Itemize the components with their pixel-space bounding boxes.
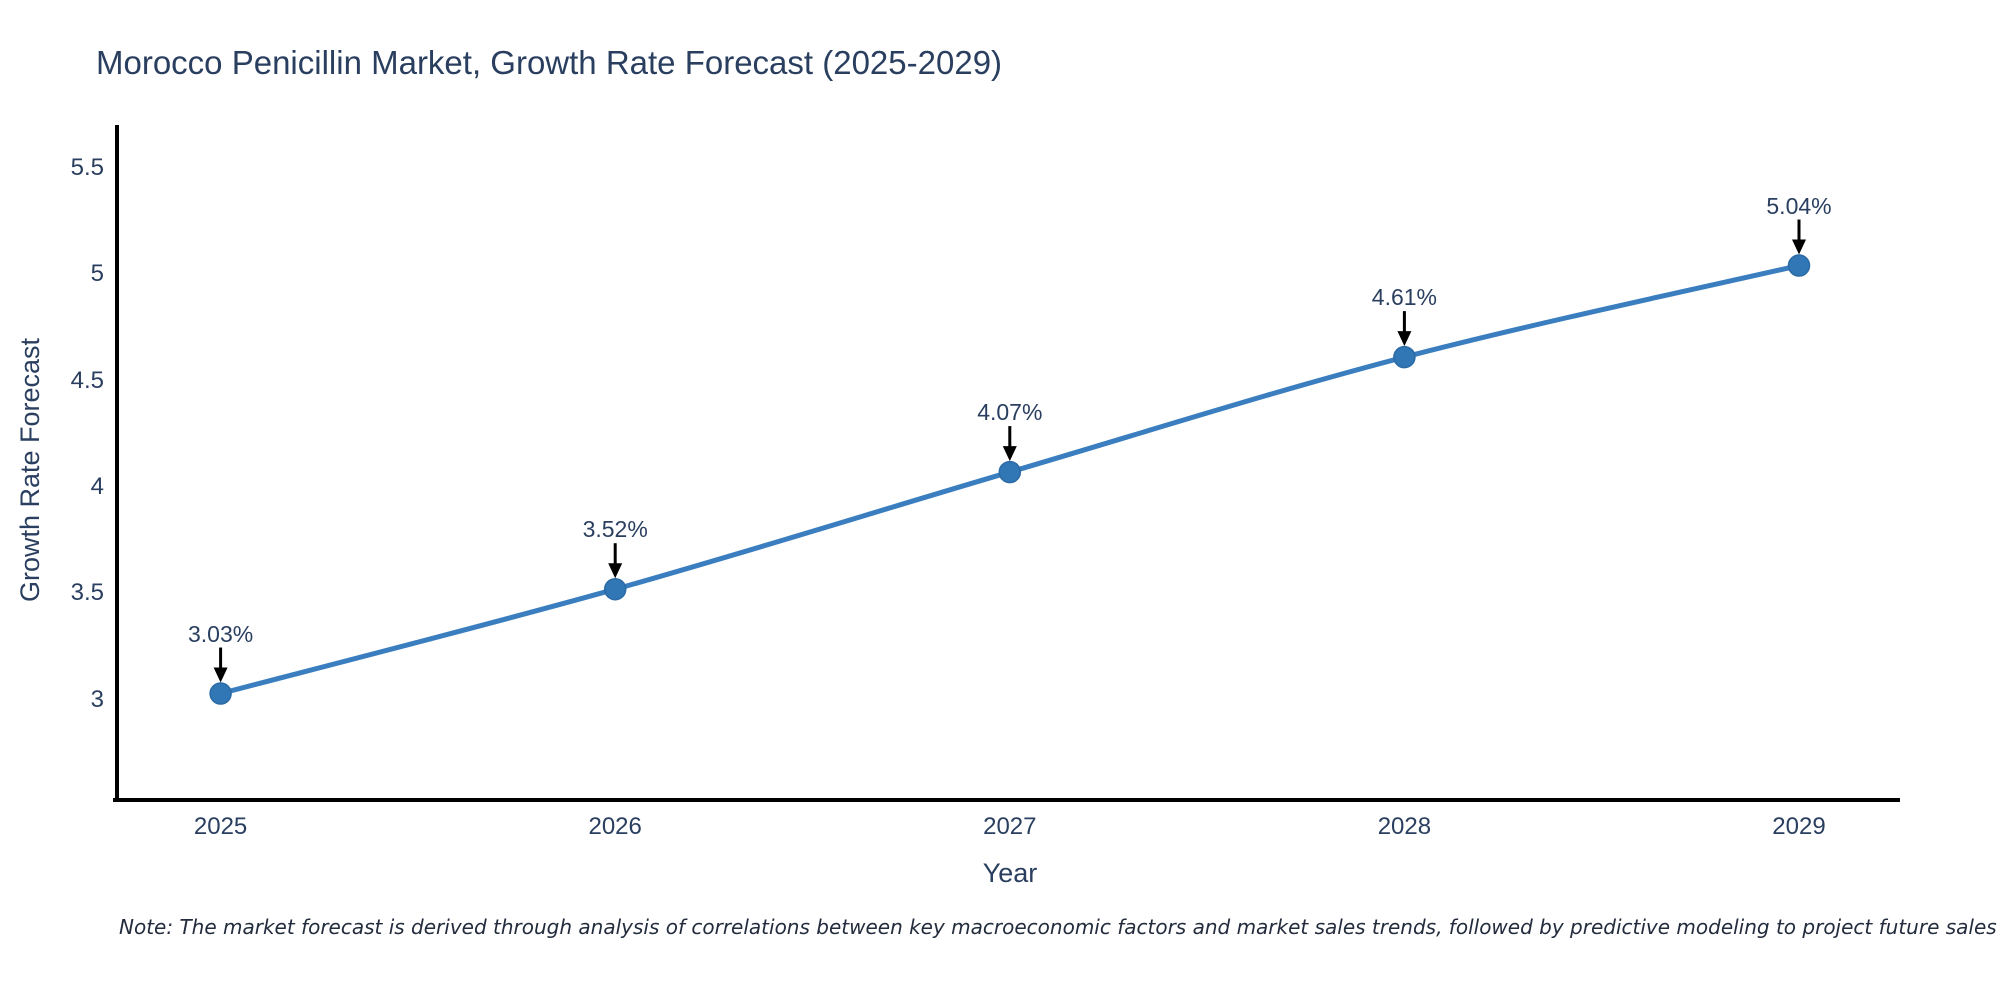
x-axis-tick-label: 2028 [1377, 813, 1432, 840]
annotation-arrow-head [1002, 446, 1017, 462]
y-axis-tick-label: 4.5 [70, 366, 104, 394]
x-axis-tick-label: 2026 [588, 813, 642, 840]
y-axis-tick-label: 3 [90, 685, 104, 713]
x-axis-tick-label: 2025 [193, 813, 248, 840]
data-point-marker[interactable] [1393, 345, 1416, 369]
annotation-arrow-head [213, 667, 228, 683]
data-point-label: 3.52% [582, 516, 648, 543]
x-axis-title: Year [982, 858, 1038, 888]
y-axis-tick-label: 5 [90, 260, 104, 288]
data-point-label: 4.07% [977, 399, 1043, 426]
x-axis-tick-label: 2027 [983, 813, 1037, 840]
annotation-arrow-head [1397, 331, 1412, 347]
x-axis-tick-label: 2029 [1772, 813, 1826, 840]
data-point-label: 5.04% [1766, 192, 1832, 219]
data-point-marker[interactable] [603, 577, 627, 601]
y-axis-tick-label: 4 [90, 472, 104, 500]
data-point-label: 4.61% [1371, 284, 1437, 311]
footnote-text: Note: The market forecast is derived thr… [119, 915, 1997, 939]
y-axis-tick-label: 3.5 [70, 579, 104, 607]
y-axis-tick-label: 5.5 [70, 153, 104, 181]
annotation-arrow-head [1792, 239, 1806, 255]
data-point-marker[interactable] [1787, 254, 1811, 277]
data-point-label: 3.03% [187, 620, 254, 647]
data-point-marker[interactable] [998, 460, 1022, 484]
data-point-marker[interactable] [209, 682, 232, 705]
annotation-arrow-head [608, 563, 623, 579]
chart-title: Morocco Penicillin Market, Growth Rate F… [96, 44, 1003, 81]
